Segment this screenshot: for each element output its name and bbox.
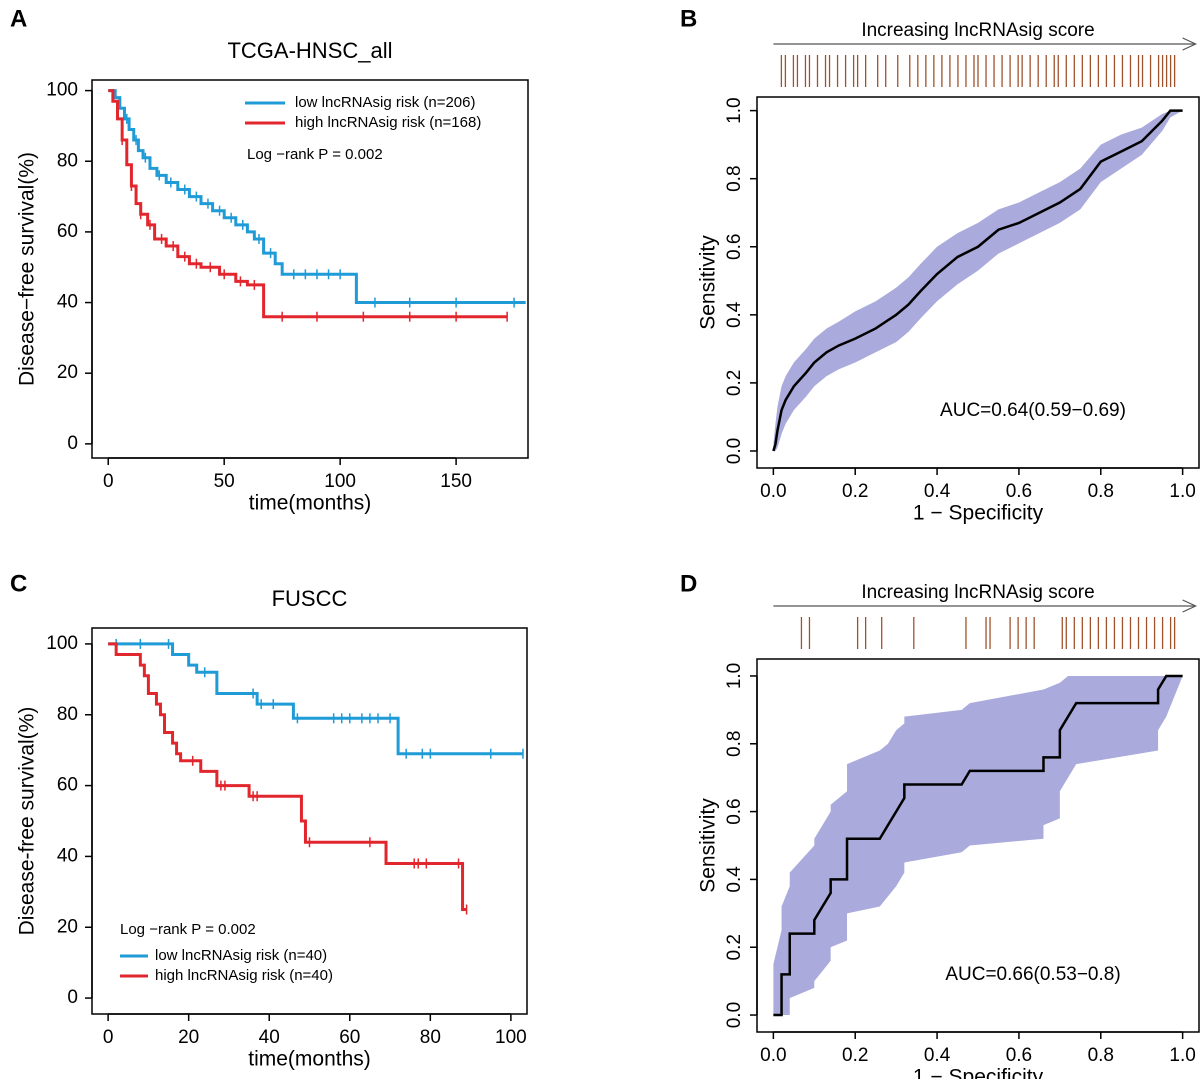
x-tick-label: 1.0 [1169,1045,1195,1066]
survival-curve [108,642,467,912]
arrow-head [1182,37,1198,51]
x-tick-label: 0.4 [924,1045,951,1066]
y-tick-label: 0 [67,433,78,454]
legend-label: low lncRNAsig risk (n=206) [295,94,475,111]
survival-curve [108,642,523,756]
y-tick-label: 60 [57,221,78,242]
arrow-label: Increasing lncRNAsig score [861,20,1094,41]
x-tick-label: 20 [178,1027,199,1048]
legend-label: low lncRNAsig risk (n=40) [155,947,327,964]
annotation: AUC=0.66(0.53−0.8) [945,964,1120,985]
panel-letter: D [680,570,697,597]
y-tick-label: 0.0 [724,438,745,464]
x-tick-label: 0 [103,471,114,492]
y-tick-label: 0.2 [724,934,745,960]
x-tick-label: 0.8 [1088,1045,1114,1066]
x-tick-label: 50 [214,471,235,492]
x-tick-label: 1.0 [1169,481,1195,502]
y-tick-label: 0 [67,987,78,1008]
y-tick-label: 0.6 [724,234,745,260]
x-tick-label: 0.0 [760,481,786,502]
y-axis-label: Disease-free survival(%) [16,707,39,936]
confidence-band [773,675,1183,1016]
y-tick-label: 0.8 [724,165,745,191]
annotation: Log −rank P = 0.002 [120,921,256,938]
panel-letter: A [10,5,27,32]
panel-letter: C [10,570,27,597]
y-tick-label: 1.0 [724,97,745,123]
legend-label: high lncRNAsig risk (n=168) [295,114,481,131]
legend-label: high lncRNAsig risk (n=40) [155,967,333,984]
y-axis-label: Disease−free survival(%) [16,152,39,386]
y-tick-label: 0.8 [724,731,745,757]
x-axis-label: 1 − Specificity [913,502,1044,525]
y-tick-label: 60 [57,775,78,796]
arrow-head [1182,599,1198,613]
y-tick-label: 80 [57,704,78,725]
x-tick-label: 80 [420,1027,441,1048]
annotation: Log −rank P = 0.002 [247,146,383,163]
chart-title: TCGA-HNSC_all [227,38,392,63]
survival-curve [108,89,526,305]
y-axis-label: Sensitivity [697,798,720,893]
y-tick-label: 0.0 [724,1002,745,1028]
x-tick-label: 0.6 [1006,481,1032,502]
chart-title: FUSCC [272,586,348,611]
y-tick-label: 100 [46,633,78,654]
y-tick-label: 20 [57,362,78,383]
x-tick-label: 0.2 [842,481,868,502]
panel-letter: B [680,5,697,32]
x-tick-label: 0 [103,1027,114,1048]
y-tick-label: 0.2 [724,370,745,396]
x-axis-label: time(months) [248,1048,371,1071]
y-tick-label: 0.4 [724,866,745,893]
roc-curve [772,109,1183,452]
y-tick-label: 0.4 [724,301,745,328]
confidence-band [773,110,1183,451]
x-tick-label: 100 [495,1027,527,1048]
x-tick-label: 60 [339,1027,360,1048]
x-tick-label: 0.2 [842,1045,868,1066]
y-tick-label: 40 [57,292,78,313]
arrow-label: Increasing lncRNAsig score [861,582,1094,603]
x-tick-label: 0.8 [1088,481,1114,502]
x-tick-label: 40 [259,1027,280,1048]
plot-frame [91,79,529,459]
y-axis-label: Sensitivity [697,235,720,330]
y-tick-label: 40 [57,845,78,866]
x-tick-label: 0.6 [1006,1045,1032,1066]
y-tick-label: 0.6 [724,798,745,824]
y-tick-label: 20 [57,916,78,937]
x-tick-label: 0.0 [760,1045,786,1066]
y-tick-label: 100 [46,80,78,101]
x-tick-label: 100 [324,471,356,492]
annotation: AUC=0.64(0.59−0.69) [940,400,1126,421]
x-tick-label: 0.4 [924,481,951,502]
roc-curve [773,674,1183,1017]
x-tick-label: 150 [440,471,472,492]
x-axis-label: time(months) [249,492,372,515]
y-tick-label: 1.0 [724,663,745,689]
x-axis-label: 1 − Specificity [913,1066,1044,1079]
y-tick-label: 80 [57,150,78,171]
